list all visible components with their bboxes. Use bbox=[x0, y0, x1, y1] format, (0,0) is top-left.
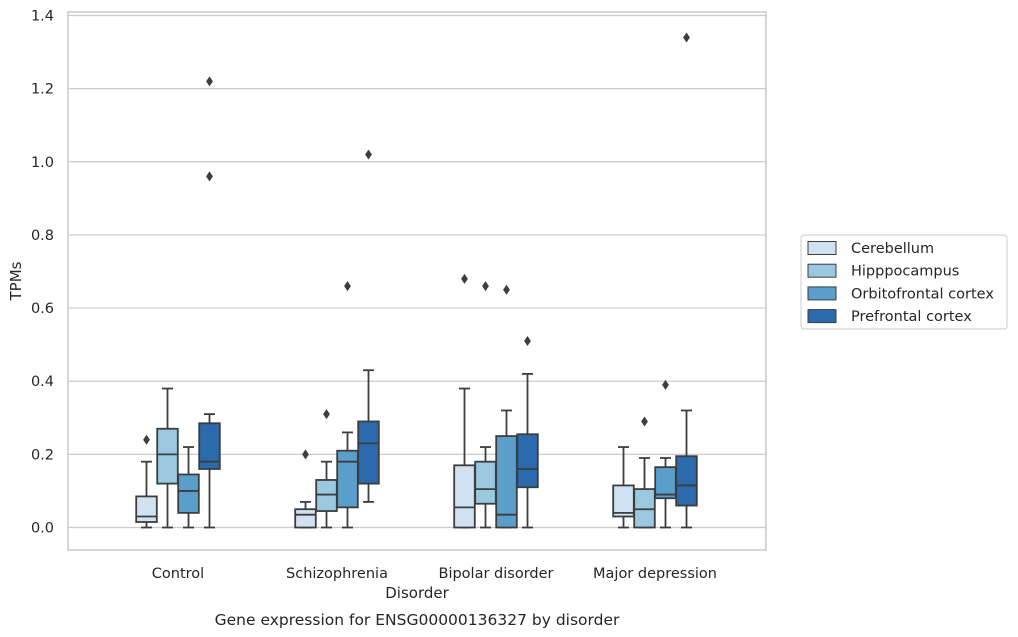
y-tick-label: 1.0 bbox=[31, 155, 54, 171]
series-prefrontal-cortex bbox=[198, 32, 698, 529]
plot-frame bbox=[67, 11, 767, 551]
box bbox=[474, 460, 497, 505]
legend-entry: Prefrontal cortex bbox=[851, 309, 972, 325]
outlier-point bbox=[641, 416, 648, 427]
box bbox=[654, 466, 677, 500]
outlier-point bbox=[206, 171, 213, 182]
outlier-point bbox=[482, 281, 489, 292]
outlier-point bbox=[503, 284, 510, 295]
legend-entry: Hipppocampus bbox=[851, 264, 959, 280]
box bbox=[612, 484, 635, 518]
outlier-point bbox=[683, 32, 690, 43]
y-tick-label: 1.2 bbox=[31, 82, 54, 98]
box bbox=[453, 464, 476, 529]
x-tick-label: Schizophrenia bbox=[286, 566, 388, 582]
x-axis-label: Disorder bbox=[385, 584, 449, 602]
box-series bbox=[135, 32, 698, 529]
legend-swatch bbox=[807, 263, 837, 278]
y-tick-label: 0.4 bbox=[31, 374, 54, 390]
gridlines bbox=[68, 14, 766, 529]
outlier-point bbox=[365, 149, 372, 160]
box bbox=[516, 433, 539, 489]
legend: Cerebellum Hipppocampus Orbitofrontal cort… bbox=[800, 234, 1008, 330]
y-axis-label: TPMs bbox=[7, 261, 25, 301]
outlier-point bbox=[662, 379, 669, 390]
outlier-point bbox=[143, 434, 150, 445]
series-hipppocampus bbox=[156, 281, 656, 529]
legend-swatch bbox=[807, 241, 837, 255]
outlier-point bbox=[344, 281, 351, 292]
y-ticks: 0.0 0.2 0.4 0.6 0.8 1.0 1.2 1.4 bbox=[31, 9, 54, 537]
outlier-point bbox=[323, 409, 330, 420]
legend-frame bbox=[800, 234, 1008, 330]
legend-entry: Cerebellum bbox=[851, 241, 934, 257]
y-tick-label: 0.8 bbox=[31, 228, 54, 244]
box bbox=[198, 422, 221, 470]
box bbox=[357, 420, 380, 485]
box bbox=[675, 455, 698, 507]
y-tick-label: 1.4 bbox=[31, 9, 54, 25]
x-ticks: Control Schizophrenia Bipolar disorder Majo… bbox=[152, 566, 717, 582]
x-tick-label: Control bbox=[152, 566, 204, 582]
box bbox=[336, 449, 359, 509]
box bbox=[633, 488, 656, 529]
legend-swatch bbox=[807, 309, 837, 324]
x-tick-label: Bipolar disorder bbox=[439, 566, 554, 582]
box bbox=[156, 427, 179, 485]
y-tick-label: 0.0 bbox=[31, 521, 54, 537]
legend-entry: Orbitofrontal cortex bbox=[851, 286, 994, 302]
y-tick-label: 0.2 bbox=[31, 447, 54, 463]
outlier-point bbox=[461, 273, 468, 284]
chart-caption: Gene expression for ENSG00000136327 by d… bbox=[215, 611, 620, 629]
box bbox=[495, 435, 518, 529]
series-cerebellum bbox=[135, 273, 635, 529]
y-tick-label: 0.6 bbox=[31, 301, 54, 317]
outlier-point bbox=[206, 76, 213, 87]
legend-swatch bbox=[807, 286, 837, 301]
box bbox=[135, 495, 158, 523]
series-orbitofrontal-cortex bbox=[177, 281, 677, 529]
x-tick-label: Major depression bbox=[593, 566, 717, 582]
box bbox=[294, 508, 317, 529]
box bbox=[177, 473, 200, 514]
outlier-point bbox=[302, 449, 309, 460]
box bbox=[315, 479, 338, 512]
outlier-point bbox=[524, 335, 531, 346]
